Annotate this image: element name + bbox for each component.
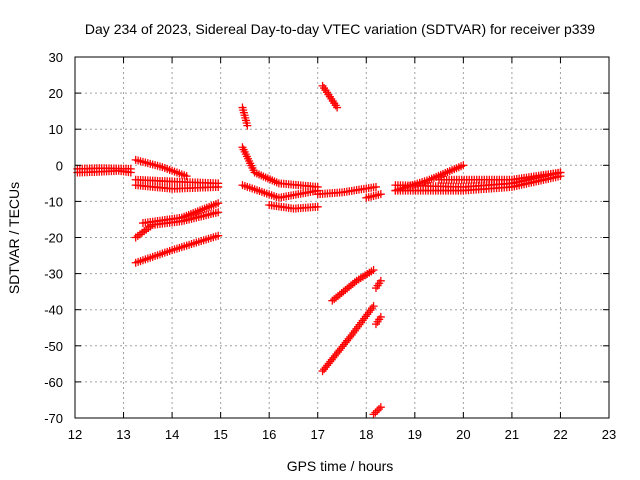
data-point bbox=[369, 265, 378, 274]
x-tick-label: 16 bbox=[262, 427, 276, 442]
y-tick-label: -10 bbox=[44, 194, 63, 209]
data-point bbox=[375, 404, 384, 413]
series-seg-e bbox=[131, 181, 223, 193]
data-point bbox=[459, 161, 468, 170]
series-seg-i bbox=[238, 103, 252, 130]
data-point bbox=[243, 121, 252, 130]
y-axis-label: SDTVAR / TECUs bbox=[6, 182, 22, 294]
series-seg-k bbox=[238, 181, 322, 202]
data-point bbox=[376, 312, 385, 321]
series-seg-n bbox=[318, 81, 342, 112]
series-seg-l bbox=[265, 201, 322, 213]
data-point bbox=[376, 403, 385, 412]
data-layer bbox=[73, 81, 565, 419]
data-point bbox=[214, 182, 223, 191]
data-point bbox=[369, 410, 378, 419]
x-axis: 12 13 14 15 16 17 18 19 20 21 22 23 bbox=[68, 57, 616, 442]
y-tick-label: -50 bbox=[44, 339, 63, 354]
y-tick-label: -60 bbox=[44, 375, 63, 390]
series-seg-s bbox=[369, 403, 385, 419]
x-axis-label: GPS time / hours bbox=[287, 458, 394, 474]
data-point bbox=[214, 231, 223, 240]
x-tick-label: 12 bbox=[68, 427, 82, 442]
data-point bbox=[214, 199, 223, 208]
y-axis: 30 20 10 0 -10 -20 -30 -40 -50 -60 -70 bbox=[44, 50, 609, 426]
x-tick-label: 15 bbox=[213, 427, 227, 442]
data-point bbox=[182, 172, 191, 181]
y-tick-label: -40 bbox=[44, 303, 63, 318]
x-tick-label: 19 bbox=[408, 427, 422, 442]
data-point bbox=[373, 406, 382, 415]
y-tick-label: 30 bbox=[49, 50, 63, 65]
x-tick-label: 18 bbox=[359, 427, 373, 442]
series-seg-o bbox=[328, 265, 378, 305]
data-point bbox=[313, 202, 322, 211]
x-tick-label: 20 bbox=[456, 427, 470, 442]
series-seg-h bbox=[131, 231, 223, 267]
grid-lines bbox=[75, 57, 609, 418]
x-tick-label: 14 bbox=[165, 427, 179, 442]
data-point bbox=[376, 276, 385, 285]
y-tick-label: -20 bbox=[44, 231, 63, 246]
y-tick-label: -30 bbox=[44, 267, 63, 282]
series-seg-c bbox=[131, 155, 191, 181]
series-seg-x bbox=[435, 168, 565, 184]
series-seg-r bbox=[371, 312, 385, 329]
chart-title: Day 234 of 2023, Sidereal Day-to-day VTE… bbox=[85, 21, 595, 37]
series-seg-w bbox=[391, 172, 565, 195]
y-tick-label: -70 bbox=[44, 411, 63, 426]
data-point bbox=[369, 302, 378, 311]
series-seg-g bbox=[138, 199, 223, 228]
y-tick-label: 10 bbox=[49, 122, 63, 137]
series-seg-p bbox=[318, 302, 378, 376]
x-tick-label: 21 bbox=[505, 427, 519, 442]
x-tick-label: 23 bbox=[602, 427, 616, 442]
series-seg-m bbox=[313, 182, 380, 199]
data-point bbox=[333, 103, 342, 112]
series-seg-t bbox=[362, 190, 385, 202]
x-tick-label: 13 bbox=[116, 427, 130, 442]
series-seg-b bbox=[73, 164, 135, 173]
y-tick-label: 20 bbox=[49, 86, 63, 101]
data-point bbox=[126, 164, 135, 173]
data-point bbox=[214, 208, 223, 217]
x-tick-label: 17 bbox=[310, 427, 324, 442]
data-point bbox=[371, 408, 380, 417]
data-point bbox=[556, 168, 565, 177]
x-tick-label: 22 bbox=[553, 427, 567, 442]
y-tick-label: 0 bbox=[56, 158, 63, 173]
series-seg-q bbox=[371, 276, 385, 293]
data-point bbox=[371, 182, 380, 191]
data-point bbox=[376, 190, 385, 199]
